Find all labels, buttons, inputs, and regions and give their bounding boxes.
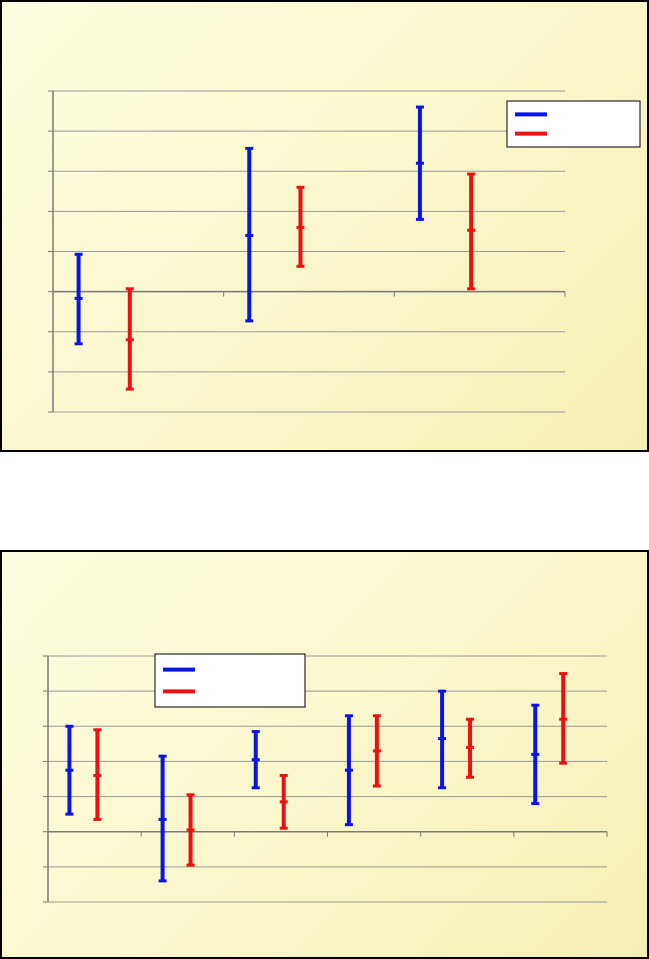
error-bar bbox=[158, 754, 167, 883]
error-bar bbox=[245, 146, 254, 323]
error-bar-chart-1 bbox=[48, 90, 641, 413]
error-bar bbox=[438, 689, 447, 790]
error-bar bbox=[296, 185, 305, 268]
error-bar bbox=[65, 724, 74, 816]
error-bar bbox=[415, 105, 424, 221]
legend-box bbox=[506, 100, 641, 148]
legend-box bbox=[154, 653, 306, 708]
chart-panel-1 bbox=[0, 0, 649, 452]
error-bar bbox=[251, 730, 260, 790]
error-bar bbox=[93, 728, 102, 821]
error-bar bbox=[531, 703, 540, 806]
error-bar bbox=[74, 252, 83, 346]
error-bar bbox=[125, 287, 134, 391]
chart-panel-2 bbox=[0, 550, 649, 959]
error-bar bbox=[559, 672, 568, 765]
error-bar bbox=[279, 773, 288, 830]
error-bar bbox=[186, 793, 195, 867]
error-bar bbox=[466, 717, 475, 779]
error-bar bbox=[372, 714, 381, 788]
error-bar bbox=[344, 714, 353, 827]
error-bar-chart-2 bbox=[43, 653, 608, 903]
error-bar bbox=[467, 172, 476, 291]
